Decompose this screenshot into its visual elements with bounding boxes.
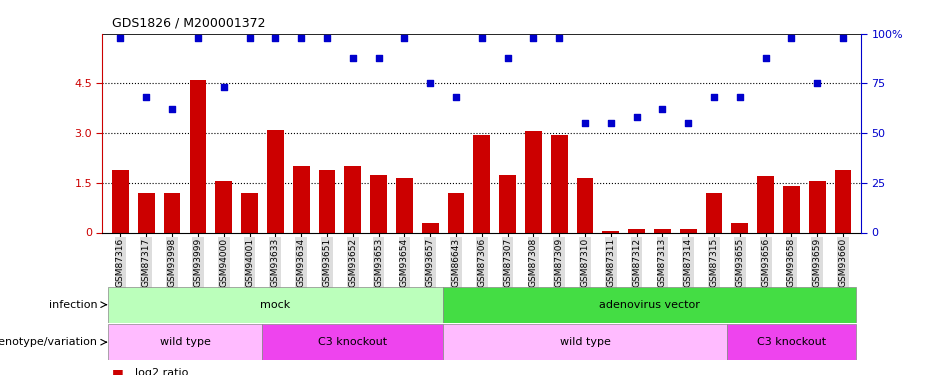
Bar — [190, 80, 207, 232]
Text: wild type: wild type — [159, 337, 210, 347]
Point — [113, 35, 128, 41]
Point — [758, 55, 773, 61]
Bar — [443, 324, 727, 360]
Point — [242, 35, 257, 41]
Bar — [344, 166, 361, 232]
Bar — [732, 223, 749, 232]
Point — [681, 120, 695, 126]
Text: log2 ratio: log2 ratio — [135, 368, 188, 375]
Bar — [138, 193, 155, 232]
Bar — [757, 176, 774, 232]
Point — [319, 35, 334, 41]
Point — [655, 106, 670, 112]
Text: C3 knockout: C3 knockout — [757, 337, 826, 347]
Bar — [499, 174, 516, 232]
Bar — [576, 178, 593, 232]
Bar — [164, 193, 181, 232]
Point — [784, 35, 799, 41]
Point — [191, 35, 206, 41]
Bar — [267, 130, 284, 232]
Bar — [318, 170, 335, 232]
Point — [707, 94, 722, 100]
Bar — [602, 231, 619, 232]
Point — [526, 35, 541, 41]
Bar — [263, 324, 443, 360]
Bar — [727, 324, 856, 360]
Text: genotype/variation: genotype/variation — [0, 337, 98, 347]
Bar — [371, 174, 387, 232]
Bar — [706, 193, 722, 232]
Point — [810, 81, 825, 87]
Point — [165, 106, 180, 112]
Point — [552, 35, 567, 41]
Text: adenovirus vector: adenovirus vector — [600, 300, 700, 310]
Text: wild type: wild type — [560, 337, 611, 347]
Bar — [112, 170, 128, 232]
Bar — [783, 186, 800, 232]
Bar — [525, 132, 542, 232]
Bar — [108, 324, 263, 360]
Bar — [108, 287, 443, 322]
Text: ■: ■ — [112, 368, 124, 375]
Text: mock: mock — [260, 300, 290, 310]
Bar — [473, 135, 491, 232]
Point — [475, 35, 490, 41]
Point — [733, 94, 748, 100]
Bar — [680, 229, 696, 232]
Point — [268, 35, 283, 41]
Point — [449, 94, 464, 100]
Bar — [396, 178, 412, 232]
Point — [423, 81, 438, 87]
Bar — [292, 166, 309, 232]
Point — [629, 114, 644, 120]
Bar — [241, 193, 258, 232]
Bar — [654, 229, 671, 232]
Text: infection: infection — [49, 300, 98, 310]
Text: C3 knockout: C3 knockout — [318, 337, 387, 347]
Point — [397, 35, 412, 41]
Bar — [443, 287, 856, 322]
Bar — [551, 135, 568, 232]
Point — [216, 84, 231, 90]
Text: GDS1826 / M200001372: GDS1826 / M200001372 — [112, 17, 265, 30]
Bar — [215, 181, 232, 232]
Point — [577, 120, 592, 126]
Bar — [448, 193, 465, 232]
Point — [139, 94, 154, 100]
Point — [500, 55, 515, 61]
Bar — [422, 223, 439, 232]
Point — [345, 55, 360, 61]
Point — [371, 55, 386, 61]
Point — [603, 120, 618, 126]
Bar — [809, 181, 826, 232]
Bar — [628, 229, 645, 232]
Point — [836, 35, 851, 41]
Bar — [835, 170, 852, 232]
Point — [293, 35, 308, 41]
